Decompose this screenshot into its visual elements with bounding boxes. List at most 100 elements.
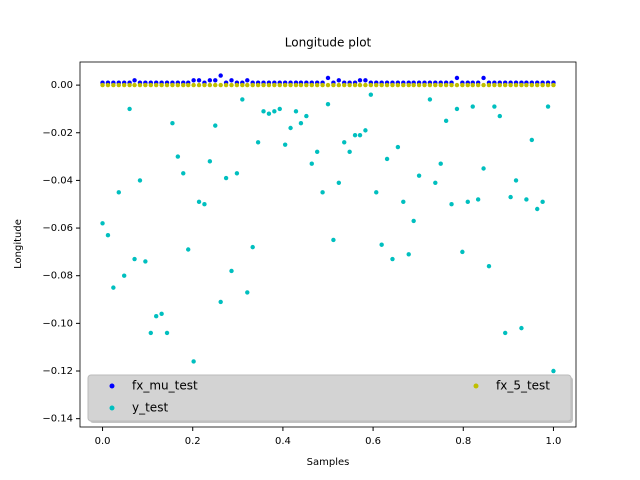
x-tick-label: 0.2 [185, 436, 201, 447]
point [406, 82, 411, 88]
point [460, 249, 465, 255]
point [481, 75, 486, 81]
point [186, 247, 191, 252]
plot-frame [79, 61, 577, 428]
point [433, 82, 438, 88]
point [524, 197, 529, 202]
point [170, 121, 175, 126]
point [164, 82, 170, 88]
point [207, 82, 213, 88]
point [406, 252, 411, 257]
point [175, 82, 181, 88]
point [411, 218, 416, 224]
point [325, 101, 331, 107]
point [433, 180, 438, 185]
point [325, 75, 331, 81]
point [347, 149, 352, 155]
point [449, 82, 454, 88]
point [352, 132, 358, 138]
point [100, 82, 105, 88]
legend-marker [109, 383, 115, 389]
point [100, 221, 105, 226]
point [336, 78, 342, 83]
point [127, 106, 132, 112]
point [379, 242, 384, 247]
point [245, 290, 250, 295]
point [470, 104, 475, 109]
point [213, 82, 218, 88]
point [240, 82, 245, 88]
point [272, 109, 277, 114]
point [438, 161, 443, 166]
point [368, 82, 374, 88]
point [513, 178, 519, 183]
point [218, 299, 223, 305]
point [503, 330, 508, 336]
point [314, 149, 320, 155]
point [390, 256, 395, 262]
point [207, 159, 213, 164]
point [492, 104, 497, 109]
point [191, 359, 196, 364]
y-tick-label: −0.02 [42, 128, 73, 139]
point [282, 82, 288, 88]
point [181, 171, 186, 176]
point [229, 268, 234, 274]
point [137, 178, 143, 183]
point [272, 82, 277, 88]
point [132, 82, 137, 88]
point [159, 82, 164, 88]
point [288, 125, 293, 131]
point [449, 202, 454, 207]
point [342, 82, 347, 88]
point [357, 82, 363, 88]
point [298, 82, 304, 88]
point [143, 259, 148, 264]
point [416, 82, 422, 88]
point [320, 190, 325, 195]
point [250, 82, 255, 88]
point [309, 82, 314, 88]
point [384, 156, 390, 162]
point [229, 82, 234, 88]
point [486, 263, 492, 269]
point [196, 199, 202, 205]
point [116, 190, 121, 195]
y-tick-label: −0.08 [42, 271, 73, 282]
x-tick-label: 0.8 [455, 436, 471, 447]
point [508, 194, 513, 200]
point [540, 82, 545, 88]
point [288, 82, 293, 88]
point [524, 82, 529, 88]
legend-marker [109, 405, 115, 411]
legend-label: y_test [132, 401, 168, 415]
point [234, 171, 240, 176]
point [443, 82, 449, 88]
point [475, 82, 481, 88]
y-tick-label: −0.06 [42, 223, 73, 234]
point [234, 82, 240, 88]
point [357, 132, 363, 138]
point [395, 82, 401, 88]
point [551, 368, 556, 374]
point [229, 78, 234, 83]
point [481, 82, 486, 88]
point [277, 106, 282, 112]
legend-marker [473, 383, 479, 389]
point [503, 82, 508, 88]
point [186, 82, 191, 88]
point [240, 97, 245, 102]
point [132, 78, 137, 83]
point [401, 82, 406, 88]
point [497, 82, 502, 88]
point [207, 78, 213, 83]
point [170, 82, 175, 88]
y-axis-label: Longitude [13, 219, 24, 269]
point [379, 82, 384, 88]
point [132, 256, 137, 262]
point [422, 82, 427, 88]
point [508, 82, 513, 88]
x-tick-label: 0.4 [275, 436, 291, 447]
y-tick-label: 0.00 [51, 80, 73, 91]
